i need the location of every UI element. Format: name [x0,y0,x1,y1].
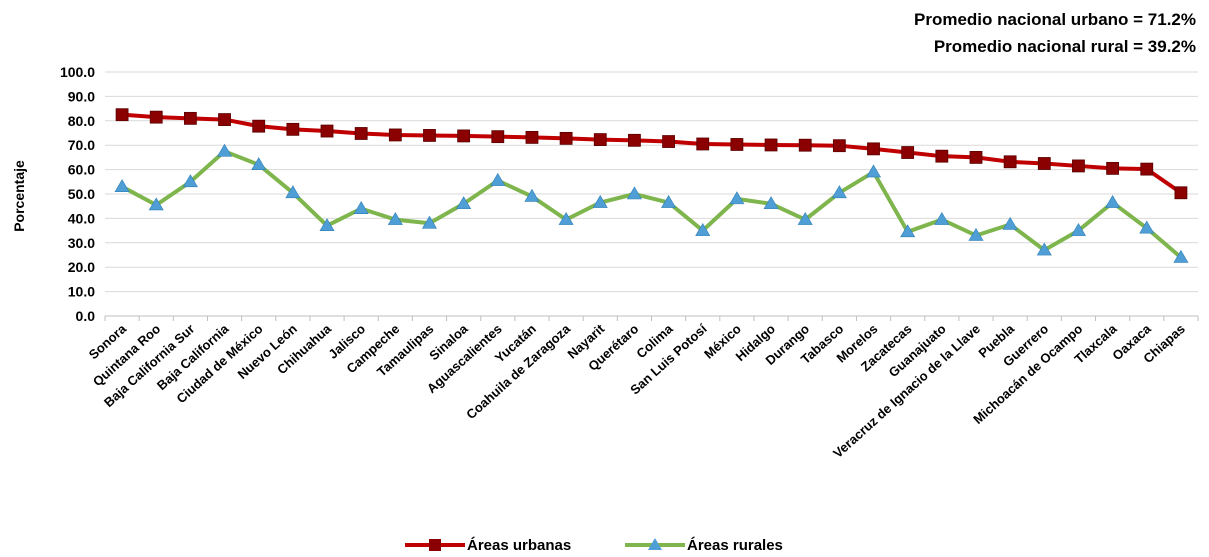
y-tick-label: 60.0 [68,162,95,178]
legend-marker-urban [429,539,441,551]
data-point [490,172,506,186]
data-point [593,133,607,146]
data-point [968,227,984,241]
data-point [695,223,711,236]
data-point [763,196,779,210]
y-tick-label: 30.0 [68,235,95,251]
data-point [251,157,267,171]
rural-average-note: Promedio nacional rural = 39.2% [934,37,1196,56]
data-point [729,191,745,205]
data-point [1070,223,1086,236]
data-point [115,108,129,122]
data-point [1140,162,1154,176]
data-point [285,185,301,199]
series-line [121,149,1183,259]
data-point [388,128,402,142]
data-point [491,130,505,144]
data-point [1036,242,1052,256]
data-point [797,212,813,225]
x-axis [104,315,1199,321]
grid-lines [105,71,1198,317]
data-point [901,146,915,159]
y-tick-labels: 0.0 10.0 20.0 30.0 40.0 50.0 60.0 70.0 80.0 90.0 1… [60,64,95,324]
y-tick-label: 40.0 [68,210,95,226]
data-point [182,174,198,188]
series-group [114,108,1189,263]
data-point [217,143,233,157]
y-tick-label: 90.0 [68,88,95,104]
data-point [935,149,949,163]
data-point [628,133,641,147]
data-point [183,111,197,125]
data-point [832,139,846,153]
data-point [525,130,539,144]
urban-average-note: Promedio nacional urbano = 71.2% [914,10,1196,29]
data-point [421,215,438,229]
data-point [559,131,573,145]
data-point [218,113,231,126]
data-point [969,150,983,164]
data-point [423,129,436,142]
legend: Áreas urbanas Áreas rurales [405,537,783,554]
data-point [1174,186,1188,200]
data-point [592,194,608,208]
data-point [319,218,335,232]
data-point [457,129,471,143]
y-tick-label: 100.0 [60,64,95,80]
legend-label-urban: Áreas urbanas [467,537,571,554]
data-point [456,196,472,210]
data-point [524,188,540,202]
data-point [148,197,164,211]
y-axis-label: Porcentaje [11,160,27,232]
data-point [867,142,880,156]
data-point [831,185,847,199]
data-point [661,194,677,208]
data-point [1106,161,1120,175]
data-point [1139,220,1155,234]
data-point [1072,159,1085,173]
data-point [1105,194,1121,208]
data-point [798,138,812,152]
y-tick-label: 50.0 [68,186,95,202]
data-point [114,179,130,192]
data-point [1037,157,1051,170]
data-point [354,127,368,140]
data-point [1173,249,1189,263]
y-tick-label: 70.0 [68,137,95,153]
data-point [764,138,778,152]
data-point [1002,216,1018,230]
data-point [730,138,744,151]
data-point [387,212,403,225]
data-point [149,110,163,124]
legend-label-rural: Áreas rurales [687,537,783,554]
data-point [353,201,369,214]
y-tick-label: 10.0 [68,284,95,300]
series-urban [115,108,1188,200]
y-tick-label: 20.0 [68,259,95,275]
data-point [662,135,675,148]
data-point [626,186,642,200]
legend-marker-rural [648,538,662,550]
data-point [696,137,710,151]
series-rural [114,143,1189,263]
y-tick-label: 80.0 [68,113,95,129]
data-point [252,119,266,133]
data-point [900,224,916,238]
data-point [865,164,882,178]
data-point [1003,155,1017,169]
data-point [286,122,300,136]
data-point [558,212,574,225]
data-point [934,212,950,225]
data-point [320,124,334,138]
y-tick-label: 0.0 [76,308,96,324]
